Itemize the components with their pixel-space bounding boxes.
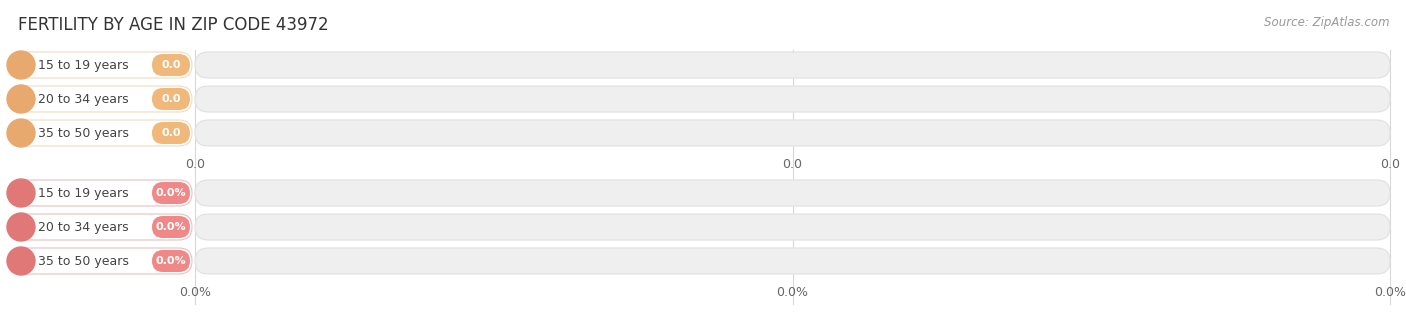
- FancyBboxPatch shape: [8, 120, 193, 146]
- FancyBboxPatch shape: [195, 120, 1391, 146]
- Text: Source: ZipAtlas.com: Source: ZipAtlas.com: [1264, 16, 1391, 29]
- Text: 15 to 19 years: 15 to 19 years: [38, 186, 128, 200]
- Text: 0.0%: 0.0%: [179, 286, 211, 299]
- FancyBboxPatch shape: [152, 182, 190, 204]
- Text: 0.0%: 0.0%: [776, 286, 808, 299]
- Text: 0.0%: 0.0%: [156, 188, 187, 198]
- Text: 0.0: 0.0: [186, 158, 205, 171]
- FancyBboxPatch shape: [8, 248, 193, 274]
- Text: 20 to 34 years: 20 to 34 years: [38, 220, 128, 234]
- Text: 20 to 34 years: 20 to 34 years: [38, 92, 128, 106]
- Text: 35 to 50 years: 35 to 50 years: [38, 126, 129, 140]
- Text: 0.0: 0.0: [162, 60, 181, 70]
- FancyBboxPatch shape: [195, 214, 1391, 240]
- Circle shape: [7, 247, 35, 275]
- Text: 0.0: 0.0: [162, 128, 181, 138]
- Text: 15 to 19 years: 15 to 19 years: [38, 58, 128, 72]
- FancyBboxPatch shape: [8, 180, 193, 206]
- Text: 0.0%: 0.0%: [156, 256, 187, 266]
- FancyBboxPatch shape: [195, 52, 1391, 78]
- FancyBboxPatch shape: [195, 86, 1391, 112]
- FancyBboxPatch shape: [152, 250, 190, 272]
- Text: 35 to 50 years: 35 to 50 years: [38, 254, 129, 268]
- Circle shape: [7, 85, 35, 113]
- FancyBboxPatch shape: [8, 52, 193, 78]
- FancyBboxPatch shape: [152, 88, 190, 110]
- FancyBboxPatch shape: [152, 54, 190, 76]
- FancyBboxPatch shape: [152, 122, 190, 144]
- Circle shape: [7, 179, 35, 207]
- FancyBboxPatch shape: [8, 214, 193, 240]
- FancyBboxPatch shape: [152, 216, 190, 238]
- Text: 0.0: 0.0: [783, 158, 803, 171]
- Circle shape: [7, 119, 35, 147]
- Text: 0.0%: 0.0%: [156, 222, 187, 232]
- Text: 0.0: 0.0: [1381, 158, 1400, 171]
- FancyBboxPatch shape: [195, 180, 1391, 206]
- Text: 0.0%: 0.0%: [1374, 286, 1406, 299]
- Text: FERTILITY BY AGE IN ZIP CODE 43972: FERTILITY BY AGE IN ZIP CODE 43972: [18, 16, 329, 34]
- FancyBboxPatch shape: [195, 248, 1391, 274]
- Circle shape: [7, 51, 35, 79]
- Circle shape: [7, 213, 35, 241]
- FancyBboxPatch shape: [8, 86, 193, 112]
- Text: 0.0: 0.0: [162, 94, 181, 104]
